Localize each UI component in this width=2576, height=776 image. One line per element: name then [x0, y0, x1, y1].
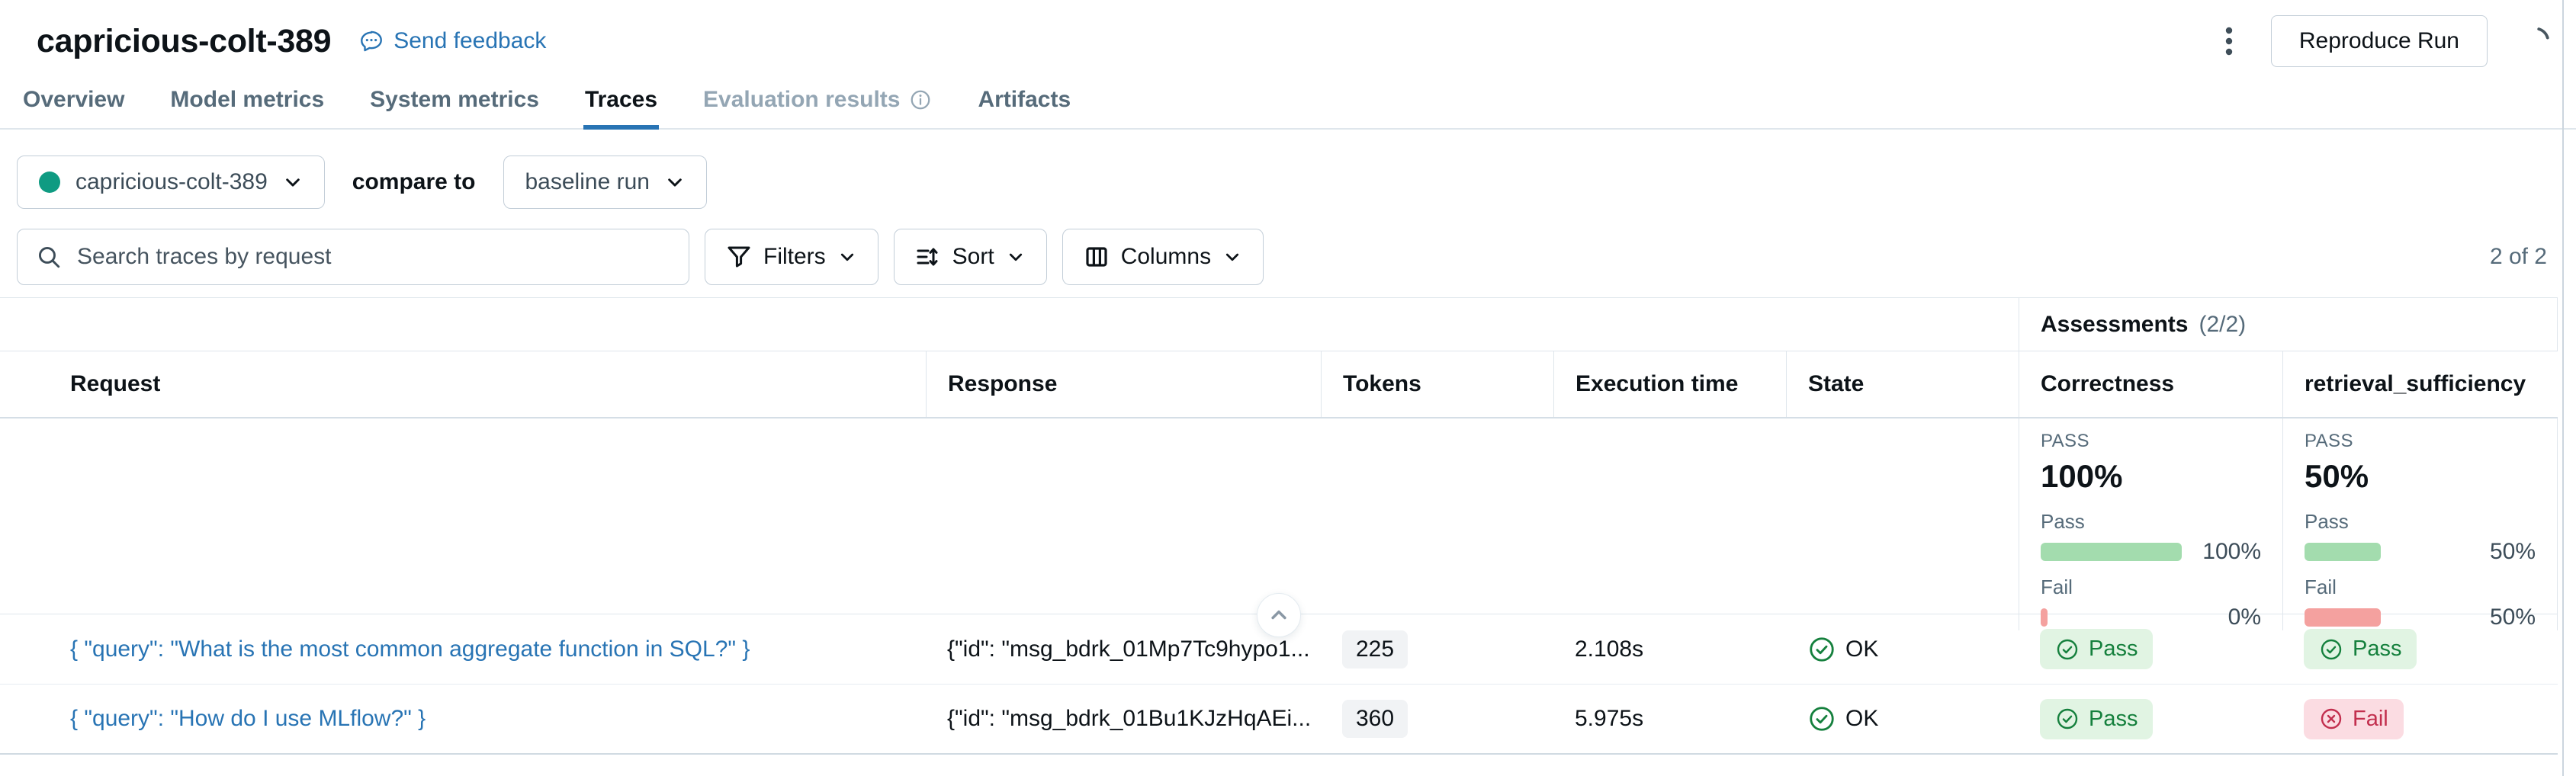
pass-badge: Pass	[2304, 629, 2417, 669]
column-header-tokens: Tokens	[1321, 351, 1553, 417]
loading-spinner-icon	[2518, 24, 2553, 59]
check-circle-icon	[1807, 635, 1836, 664]
column-header-retrieval-sufficiency: retrieval_sufficiency	[2282, 351, 2558, 417]
sort-button[interactable]: Sort	[893, 229, 1047, 285]
retrieval-sufficiency-cell: Pass	[2282, 614, 2558, 684]
tab-model-metrics[interactable]: Model metrics	[170, 87, 325, 112]
request-link[interactable]: { "query": "How do I use MLflow?" }	[70, 706, 426, 731]
request-cell: { "query": "How do I use MLflow?" }	[0, 685, 926, 753]
correctness-cell: Pass	[2019, 685, 2282, 753]
overflow-menu-icon[interactable]	[2218, 19, 2240, 63]
search-box	[17, 229, 689, 285]
x-circle-icon	[2319, 707, 2343, 731]
check-circle-icon	[2055, 707, 2080, 731]
tab-traces[interactable]: Traces	[583, 87, 660, 130]
top-actions: Reproduce Run	[2218, 15, 2553, 67]
check-circle-icon	[1807, 704, 1836, 733]
columns-button[interactable]: Columns	[1062, 229, 1264, 285]
topbar: capricious-colt-389 Send feedback Reprod…	[0, 0, 2576, 70]
tab-bar: Overview Model metrics System metrics Tr…	[0, 87, 2576, 130]
correctness-pass-metric: Pass 100%	[2041, 510, 2261, 564]
response-cell: {"id": "msg_bdrk_01Mp7Tc9hypo1...	[947, 636, 1310, 662]
check-circle-icon	[2319, 637, 2343, 662]
baseline-run-selector[interactable]: baseline run	[503, 156, 707, 209]
columns-icon	[1084, 245, 1109, 269]
tab-overview[interactable]: Overview	[23, 87, 125, 112]
pass-badge: Pass	[2040, 698, 2154, 739]
correctness-cell: Pass	[2019, 614, 2282, 684]
run-compare-row: capricious-colt-389 compare to baseline …	[17, 156, 2553, 209]
retrieval-fail-metric: Fail 50%	[2305, 576, 2536, 630]
pass-bar	[2305, 543, 2456, 561]
fail-bar	[2305, 608, 2456, 627]
fail-badge: Fail	[2304, 698, 2404, 739]
request-link[interactable]: { "query": "What is the most common aggr…	[70, 636, 750, 662]
retrieval-pass-metric: Pass 50%	[2305, 510, 2536, 564]
tab-evaluation-results[interactable]: Evaluation results	[702, 87, 933, 128]
token-count-badge: 225	[1342, 630, 1408, 669]
chevron-down-icon	[838, 248, 856, 266]
response-cell: {"id": "msg_bdrk_01Bu1KJzHqAEi...	[947, 706, 1312, 731]
sort-icon	[916, 245, 940, 269]
chevron-up-icon	[1268, 604, 1290, 626]
assessments-group-header: Assessments (2/2)	[2019, 298, 2558, 351]
run-color-dot	[39, 172, 60, 193]
collapse-summary-button[interactable]	[1257, 593, 1301, 637]
baseline-selector-label: baseline run	[525, 169, 650, 194]
column-header-row: Request Response Tokens Execution time S…	[0, 351, 2558, 418]
page-title: capricious-colt-389	[37, 22, 332, 59]
assessments-summary-row: PASS 100% Pass 100% Fail 0% PASS 50%	[0, 418, 2558, 630]
correctness-fail-metric: Fail 0%	[2041, 576, 2261, 630]
tab-system-metrics[interactable]: System metrics	[370, 87, 539, 112]
retrieval-sufficiency-summary: PASS 50% Pass 50% Fail 50%	[2282, 418, 2558, 630]
trace-row[interactable]: { "query": "What is the most common aggr…	[0, 614, 2558, 685]
compare-to-label: compare to	[352, 169, 476, 194]
chevron-down-icon	[665, 172, 685, 192]
tab-artifacts[interactable]: Artifacts	[978, 87, 1071, 112]
state-cell: OK	[1786, 614, 2019, 684]
token-count-badge: 360	[1342, 700, 1408, 738]
feedback-speech-bubble-icon	[358, 28, 384, 54]
execution-time-cell: 2.108s	[1575, 636, 1644, 662]
run-selector-label: capricious-colt-389	[75, 169, 268, 194]
search-filter-row: Filters Sort Columns 2 of 2	[17, 229, 2547, 285]
send-feedback-link[interactable]: Send feedback	[358, 28, 546, 54]
retrieval-sufficiency-cell: Fail	[2282, 685, 2558, 753]
funnel-icon	[727, 245, 751, 269]
column-header-response: Response	[926, 351, 1321, 417]
search-icon	[36, 244, 62, 270]
trace-count-label: 2 of 2	[2489, 244, 2547, 269]
chevron-down-icon	[283, 172, 303, 192]
info-icon	[909, 88, 932, 111]
reproduce-run-button[interactable]: Reproduce Run	[2270, 15, 2488, 67]
column-header-correctness: Correctness	[2019, 351, 2282, 417]
right-panel-divider	[2562, 0, 2564, 776]
search-traces-input[interactable]	[75, 243, 670, 271]
column-header-state: State	[1786, 351, 2019, 417]
column-header-request: Request	[70, 371, 161, 396]
request-cell: { "query": "What is the most common aggr…	[0, 614, 926, 684]
filters-button[interactable]: Filters	[705, 229, 878, 285]
correctness-summary: PASS 100% Pass 100% Fail 0%	[2019, 418, 2282, 630]
tokens-cell: 225	[1321, 614, 1553, 684]
tokens-cell: 360	[1321, 685, 1553, 753]
pass-bar	[2041, 543, 2182, 561]
traces-table: Assessments (2/2) Request Response Token…	[0, 297, 2558, 755]
column-header-execution-time: Execution time	[1553, 351, 1786, 417]
feedback-label: Send feedback	[393, 28, 547, 53]
assessments-group-row: Assessments (2/2)	[0, 298, 2558, 351]
fail-bar	[2041, 608, 2182, 627]
check-circle-icon	[2055, 637, 2080, 662]
trace-row[interactable]: { "query": "How do I use MLflow?" } {"id…	[0, 685, 2558, 755]
chevron-down-icon	[1223, 248, 1241, 266]
run-selector[interactable]: capricious-colt-389	[17, 156, 325, 209]
pass-badge: Pass	[2040, 629, 2154, 669]
execution-time-cell: 5.975s	[1575, 706, 1644, 731]
state-cell: OK	[1786, 685, 2019, 753]
chevron-down-icon	[1007, 248, 1025, 266]
